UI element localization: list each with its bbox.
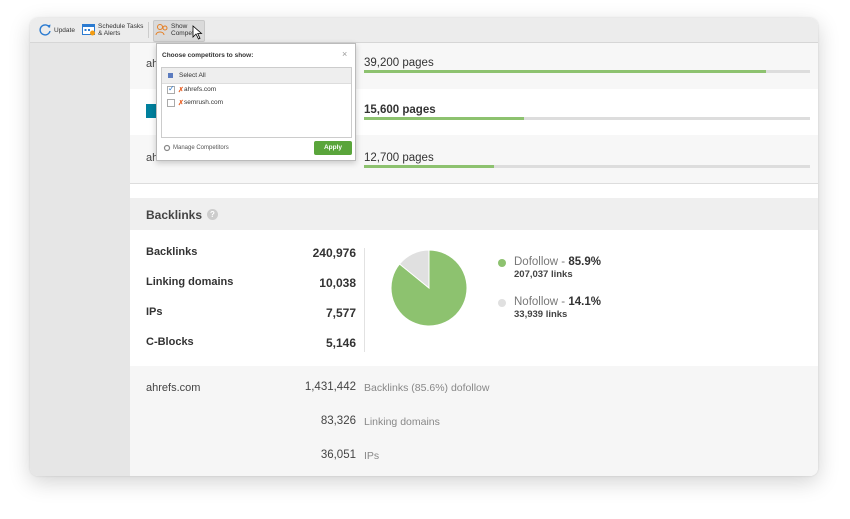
legend-dot (498, 299, 506, 307)
competitors-dropdown: Choose competitors to show: × Select All… (156, 43, 356, 161)
summary-value: 1,431,442 (304, 381, 356, 393)
checkbox[interactable] (167, 99, 175, 107)
legend-separator: - (558, 256, 569, 268)
section-title: Backlinks (146, 208, 203, 222)
competitor-name[interactable]: semrush.com (184, 99, 224, 106)
legend-value: 14.1% (568, 296, 601, 308)
legend-name: Nofollow (514, 296, 559, 308)
competitor-list: Select All ✓ ✗ ahrefs.com ✗ semrush.com (161, 67, 352, 138)
update-icon[interactable] (39, 23, 52, 36)
bar-track (364, 165, 810, 168)
close-button[interactable]: × (342, 49, 348, 59)
summary-text: Backlinks (85.6%) dofollow (364, 382, 490, 394)
legend-dot (498, 259, 506, 267)
competitors-label-1[interactable]: Show (171, 23, 188, 30)
legend-sub: 207,037 links (514, 269, 573, 280)
schedule-label-1[interactable]: Schedule Tasks (98, 23, 144, 30)
select-all-row[interactable] (162, 68, 351, 84)
legend-value: 85.9% (568, 256, 601, 268)
summary-panel (130, 366, 818, 476)
legend-separator: - (558, 296, 569, 308)
pages-bar (364, 70, 766, 73)
pie-chart (390, 249, 468, 327)
apply-button[interactable]: Apply (314, 141, 352, 155)
stat-label: Backlinks (146, 246, 198, 258)
site-icon: ✗ (178, 100, 184, 107)
pages-bar (364, 165, 495, 168)
checkmark: ✓ (168, 84, 175, 93)
competitors-label-2[interactable]: Competitors (171, 30, 195, 37)
app-window: Update Schedule Tasks & Alerts Show Comp… (30, 18, 818, 476)
summary-value: 83,326 (320, 415, 356, 427)
summary-text: IPs (364, 450, 380, 462)
help-icon[interactable]: ? (207, 209, 218, 220)
stat-label: Linking domains (146, 276, 234, 288)
checkbox[interactable]: ✓ (167, 84, 175, 94)
competitors-icon (155, 24, 168, 36)
manage-competitors[interactable]: Manage Competitors (173, 145, 229, 151)
show-competitors-button[interactable] (153, 20, 205, 42)
pages-label: 12,700 pages (364, 152, 434, 164)
select-all[interactable]: Select All (179, 72, 206, 79)
bar-track (364, 70, 810, 73)
toolbar-separator (148, 22, 149, 38)
legend-name: Dofollow (514, 256, 559, 268)
bar-track (364, 117, 810, 120)
site-icon: ✗ (178, 87, 184, 94)
stat-label: C-Blocks (146, 336, 194, 348)
competitor-name[interactable]: ahrefs.com (184, 86, 217, 93)
select-all-icon (168, 73, 173, 78)
pages-label: 15,600 pages (364, 104, 436, 116)
schedule-icon[interactable] (82, 23, 96, 36)
pages-bar (364, 117, 524, 120)
pages-label: 39,200 pages (364, 57, 434, 69)
stat-value: 7,577 (325, 306, 356, 320)
summary-text: Linking domains (364, 416, 440, 428)
stat-label: IPs (146, 306, 163, 318)
stat-value: 10,038 (319, 276, 356, 290)
mouse-cursor (192, 25, 203, 40)
pie-slice (398, 249, 430, 290)
legend-entry: Dofollow - 85.9% (514, 256, 601, 268)
site-name: ahrefs.com (146, 382, 201, 394)
stat-value: 240,976 (312, 246, 356, 260)
update-button[interactable]: Update (54, 27, 75, 34)
schedule-label-2[interactable]: & Alerts (98, 30, 121, 37)
summary-value: 36,051 (320, 449, 356, 461)
divider (364, 248, 365, 352)
legend-sub: 33,939 links (514, 309, 568, 320)
dropdown-title: Choose competitors to show: (162, 52, 254, 59)
gear-icon (163, 144, 171, 152)
stat-value: 5,146 (325, 336, 356, 350)
legend-entry: Nofollow - 14.1% (514, 296, 601, 308)
section-header (130, 198, 818, 230)
sidebar (30, 43, 130, 476)
